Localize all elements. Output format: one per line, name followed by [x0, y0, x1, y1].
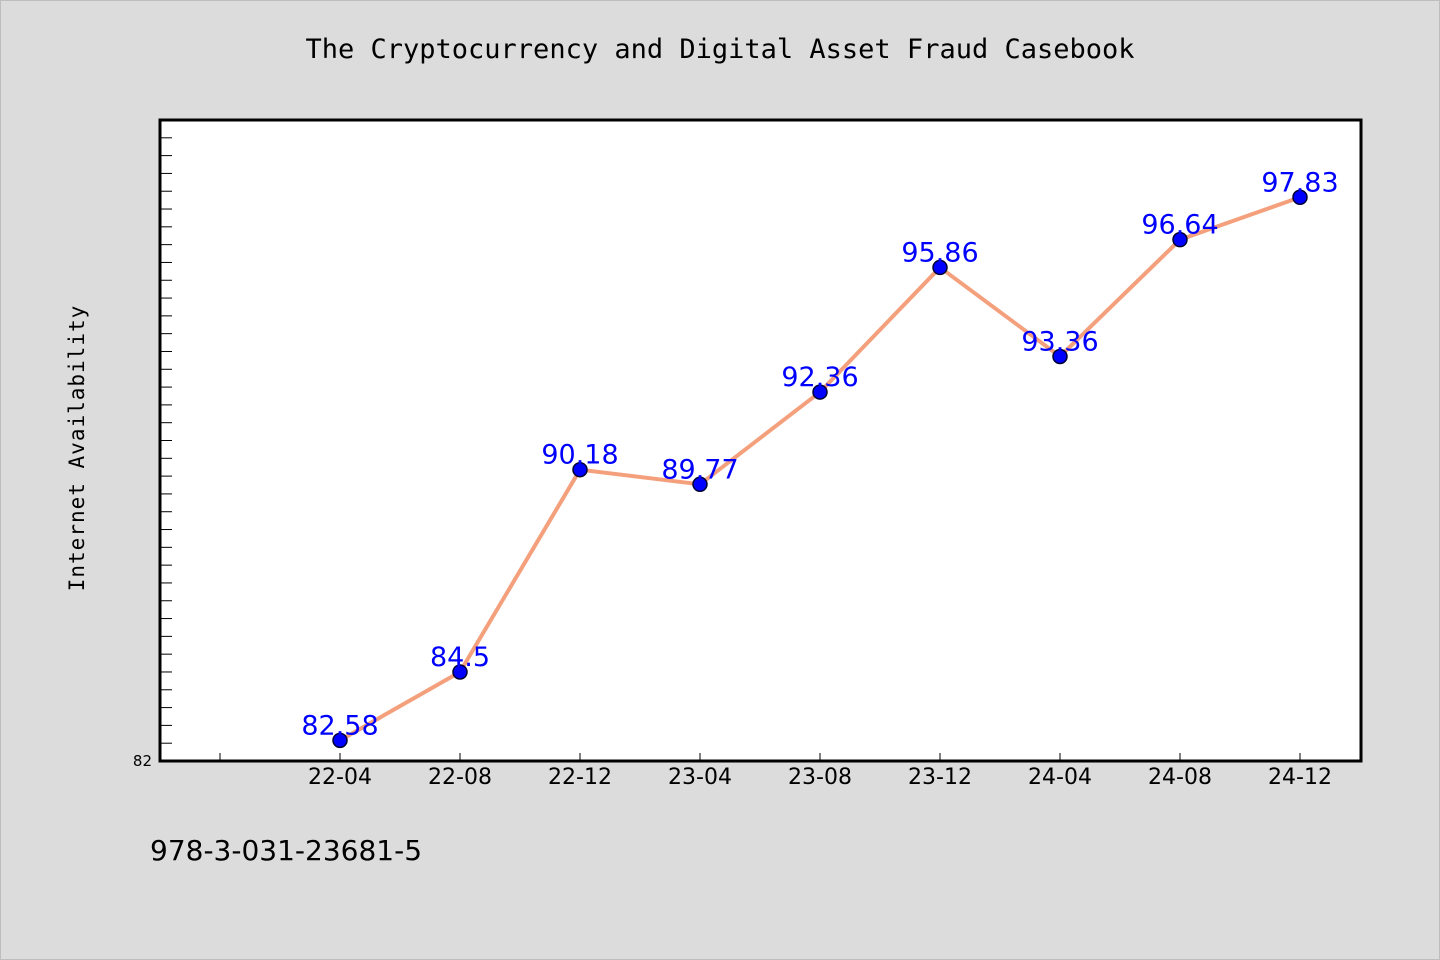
data-point — [572, 461, 588, 478]
data-label: 97.83 — [1261, 167, 1338, 198]
data-point — [1172, 231, 1188, 248]
isbn-text: 978-3-031-23681-5 — [150, 834, 423, 867]
x-tick-label: 22-12 — [548, 765, 612, 790]
plot-area — [158, 118, 1363, 763]
x-tick-label: 22-04 — [308, 765, 372, 790]
x-tick-label: 23-04 — [668, 765, 732, 790]
x-tick-label: 23-12 — [908, 765, 972, 790]
data-label: 90.18 — [541, 440, 618, 471]
x-tick-label: 24-12 — [1268, 765, 1332, 790]
data-label: 93.36 — [1021, 326, 1098, 357]
x-tick-label: 24-08 — [1148, 765, 1212, 790]
data-point — [452, 664, 468, 680]
data-label: 84.5 — [430, 642, 490, 673]
x-tick-label: 22-08 — [428, 765, 492, 790]
x-tick-label: 24-04 — [1028, 765, 1092, 790]
data-point — [1292, 189, 1308, 206]
data-label: 82.58 — [301, 710, 378, 741]
data-point — [332, 732, 348, 749]
data-point — [692, 476, 708, 493]
y-axis-ticks: 82 — [133, 137, 172, 770]
data-point — [932, 259, 948, 276]
data-label: 95.86 — [901, 237, 978, 268]
data-point — [812, 384, 828, 400]
y-tick-label: 82 — [133, 752, 152, 770]
data-label: 92.36 — [781, 362, 858, 393]
series-group: 82.58 84.5 90.18 89.77 92.36 95.86 93.36 96.64 9… — [301, 167, 1339, 749]
data-point — [1052, 348, 1068, 365]
x-axis-ticks: 22-04 22-08 22-12 23-04 23-08 23-12 24-04 24-08… — [219, 753, 1332, 790]
x-tick-label: 23-08 — [788, 765, 852, 790]
data-label: 89.77 — [661, 454, 738, 485]
data-label: 96.64 — [1141, 210, 1218, 241]
chart-title: The Cryptocurrency and Digital Asset Fra… — [305, 34, 1135, 65]
